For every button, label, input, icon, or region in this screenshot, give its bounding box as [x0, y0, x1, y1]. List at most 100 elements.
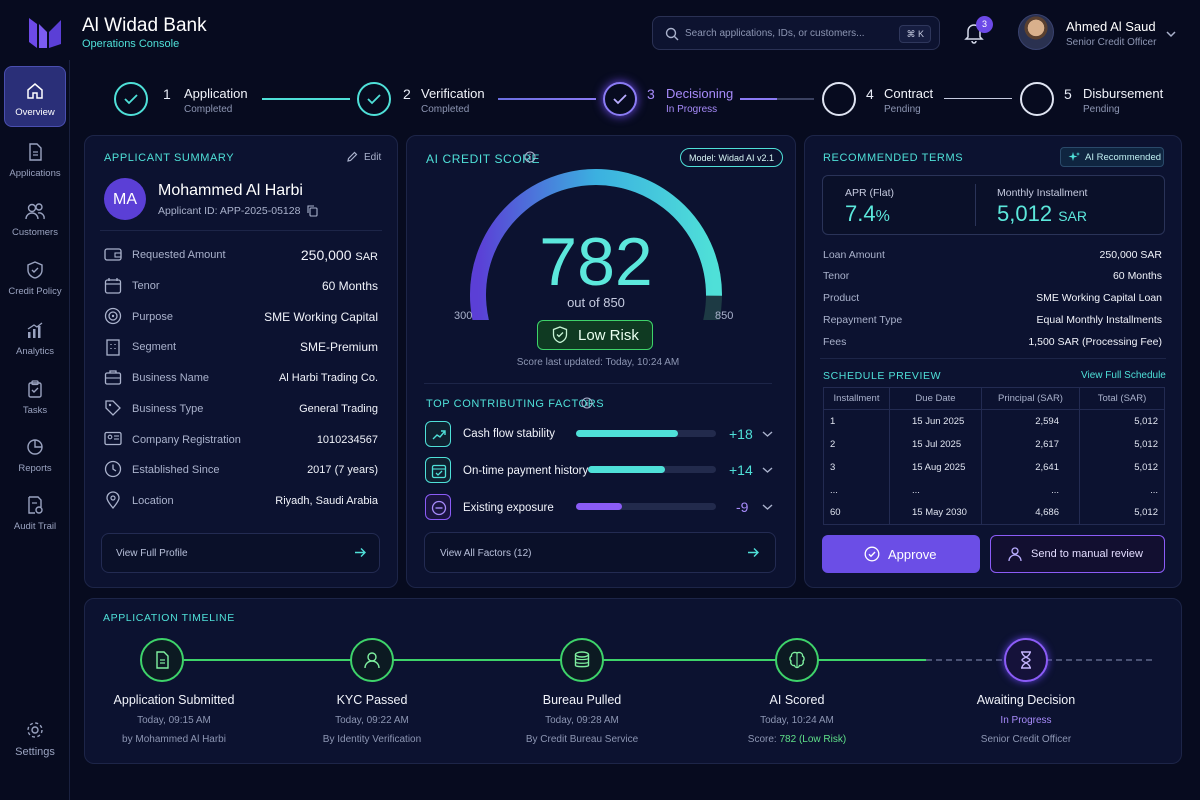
- search-input[interactable]: Search applications, IDs, or customers..…: [685, 28, 865, 39]
- step-3-label[interactable]: Decisioning: [666, 86, 734, 101]
- timeline-event-title: Bureau Pulled: [542, 693, 622, 707]
- table-cell: 60: [823, 501, 890, 525]
- chevron-down-icon[interactable]: [762, 430, 773, 438]
- term-label: Tenor: [823, 270, 850, 282]
- sidebar-item-reports[interactable]: Reports: [4, 423, 66, 481]
- view-full-schedule-link[interactable]: View Full Schedule: [1081, 370, 1166, 381]
- sidebar-item-settings[interactable]: Settings: [4, 706, 66, 764]
- table-cell: 5,012: [1079, 455, 1165, 479]
- table-cell: 15 May 2030: [889, 501, 982, 525]
- sidebar-item-overview[interactable]: Overview: [4, 66, 66, 127]
- sidebar-item-credit-policy[interactable]: Credit Policy: [4, 246, 66, 304]
- chevron-down-icon[interactable]: [1166, 30, 1176, 38]
- approve-button[interactable]: [822, 535, 980, 573]
- location-pin-icon: [106, 491, 120, 509]
- sidebar-item-tasks[interactable]: Tasks: [4, 365, 66, 423]
- timeline-event-title: Application Submitted: [113, 693, 235, 707]
- step-2-label[interactable]: Verification: [421, 86, 485, 101]
- table-cell: 4,686: [981, 501, 1080, 525]
- brand-logo[interactable]: [26, 14, 64, 52]
- factor-label: On-time payment history: [463, 465, 589, 477]
- factors-title: TOP CONTRIBUTING FACTORS: [426, 398, 605, 410]
- factor-value: +14: [729, 462, 753, 478]
- sidebar-item-label: Settings: [15, 746, 55, 758]
- table-cell: 2,617: [981, 432, 1080, 456]
- sidebar-item-customers[interactable]: Customers: [4, 187, 66, 245]
- table-cell: ...: [889, 478, 982, 502]
- timeline-node-kyc: [350, 638, 394, 682]
- factor-icon-box: [425, 421, 451, 447]
- briefcase-icon: [104, 370, 122, 385]
- search-bar[interactable]: Search applications, IDs, or customers..…: [652, 16, 940, 50]
- manual-review-label: Send to manual review: [1031, 548, 1143, 560]
- user-name[interactable]: Ahmed Al Saud: [1066, 19, 1156, 34]
- wallet-icon: [104, 248, 122, 261]
- table-cell: 2,594: [981, 409, 1080, 433]
- step-2-status: Completed: [421, 104, 470, 115]
- factor-bar-fill: [576, 503, 623, 510]
- timeline-event-time: Today, 09:15 AM: [137, 715, 211, 726]
- table-cell: 15 Jun 2025: [889, 409, 982, 433]
- term-label: Product: [823, 292, 860, 304]
- step-4-circle[interactable]: [822, 82, 856, 116]
- step-1-label[interactable]: Application: [184, 86, 248, 101]
- row-label: Segment: [132, 341, 177, 353]
- copy-icon[interactable]: [307, 205, 318, 217]
- factor-label: Cash flow stability: [463, 428, 556, 440]
- tag-icon: [105, 400, 121, 416]
- row-value: Riyadh, Saudi Arabia: [275, 495, 378, 507]
- table-cell: 2: [823, 432, 890, 456]
- model-badge: Model: Widad AI v2.1: [680, 148, 784, 167]
- arrow-right-icon: [748, 548, 759, 557]
- view-all-factors-button[interactable]: [424, 532, 776, 573]
- sidebar-item-label: Credit Policy: [8, 286, 62, 297]
- info-icon[interactable]: [524, 151, 536, 163]
- calendar-check-icon: [431, 464, 447, 479]
- table-cell: 5,012: [1079, 409, 1165, 433]
- row-label: Business Type: [132, 403, 204, 415]
- terms-highlight-box: [822, 175, 1165, 235]
- info-icon[interactable]: [581, 397, 593, 409]
- sidebar-item-audit-trail[interactable]: Audit Trail: [4, 481, 66, 539]
- step-2-circle[interactable]: [357, 82, 391, 116]
- sidebar-item-label: Audit Trail: [13, 521, 57, 532]
- factor-value: -9: [736, 499, 749, 515]
- database-icon: [574, 651, 590, 668]
- user-avatar[interactable]: [1018, 14, 1054, 50]
- edit-button[interactable]: Edit: [364, 152, 382, 163]
- table-cell: 1: [823, 409, 890, 433]
- sidebar-item-label: Analytics: [15, 346, 54, 357]
- shield-check-icon: [552, 326, 568, 344]
- timeline-event-title: KYC Passed: [336, 693, 408, 707]
- step-5-label[interactable]: Disbursement: [1083, 86, 1164, 101]
- credit-score-value: 782: [539, 224, 653, 300]
- search-icon: [665, 27, 679, 41]
- clock-icon: [104, 460, 122, 478]
- manual-review-button[interactable]: [990, 535, 1165, 573]
- step-5-number: 5: [1064, 86, 1072, 102]
- view-full-profile-button[interactable]: [101, 533, 380, 573]
- sidebar-item-analytics[interactable]: Analytics: [4, 306, 66, 364]
- step-5-circle[interactable]: [1020, 82, 1054, 116]
- users-icon: [25, 203, 45, 220]
- step-4-label[interactable]: Contract: [884, 86, 934, 101]
- ai-recommended-badge: [1060, 147, 1164, 167]
- step-3-circle[interactable]: [603, 82, 637, 116]
- pie-icon: [27, 439, 43, 455]
- table-row: 3 15 Aug 2025 2,641 5,012: [823, 455, 1165, 479]
- sidebar-item-label: Overview: [15, 107, 55, 118]
- table-cell: ...: [1079, 478, 1165, 502]
- chevron-down-icon[interactable]: [762, 466, 773, 474]
- chevron-down-icon[interactable]: [762, 503, 773, 511]
- sidebar-item-applications[interactable]: Applications: [4, 128, 66, 186]
- gauge-min-label: 300: [454, 310, 473, 322]
- edit-icon[interactable]: [346, 151, 358, 163]
- step-1-circle[interactable]: [114, 82, 148, 116]
- table-cell: 15 Jul 2025: [889, 432, 982, 456]
- check-circle-icon: [864, 546, 880, 562]
- row-label: Requested Amount: [132, 249, 226, 261]
- step-2-number: 2: [403, 86, 411, 102]
- apr-label: APR (Flat): [845, 187, 895, 199]
- divider: [820, 358, 1166, 359]
- applicant-initials: MA: [113, 191, 137, 208]
